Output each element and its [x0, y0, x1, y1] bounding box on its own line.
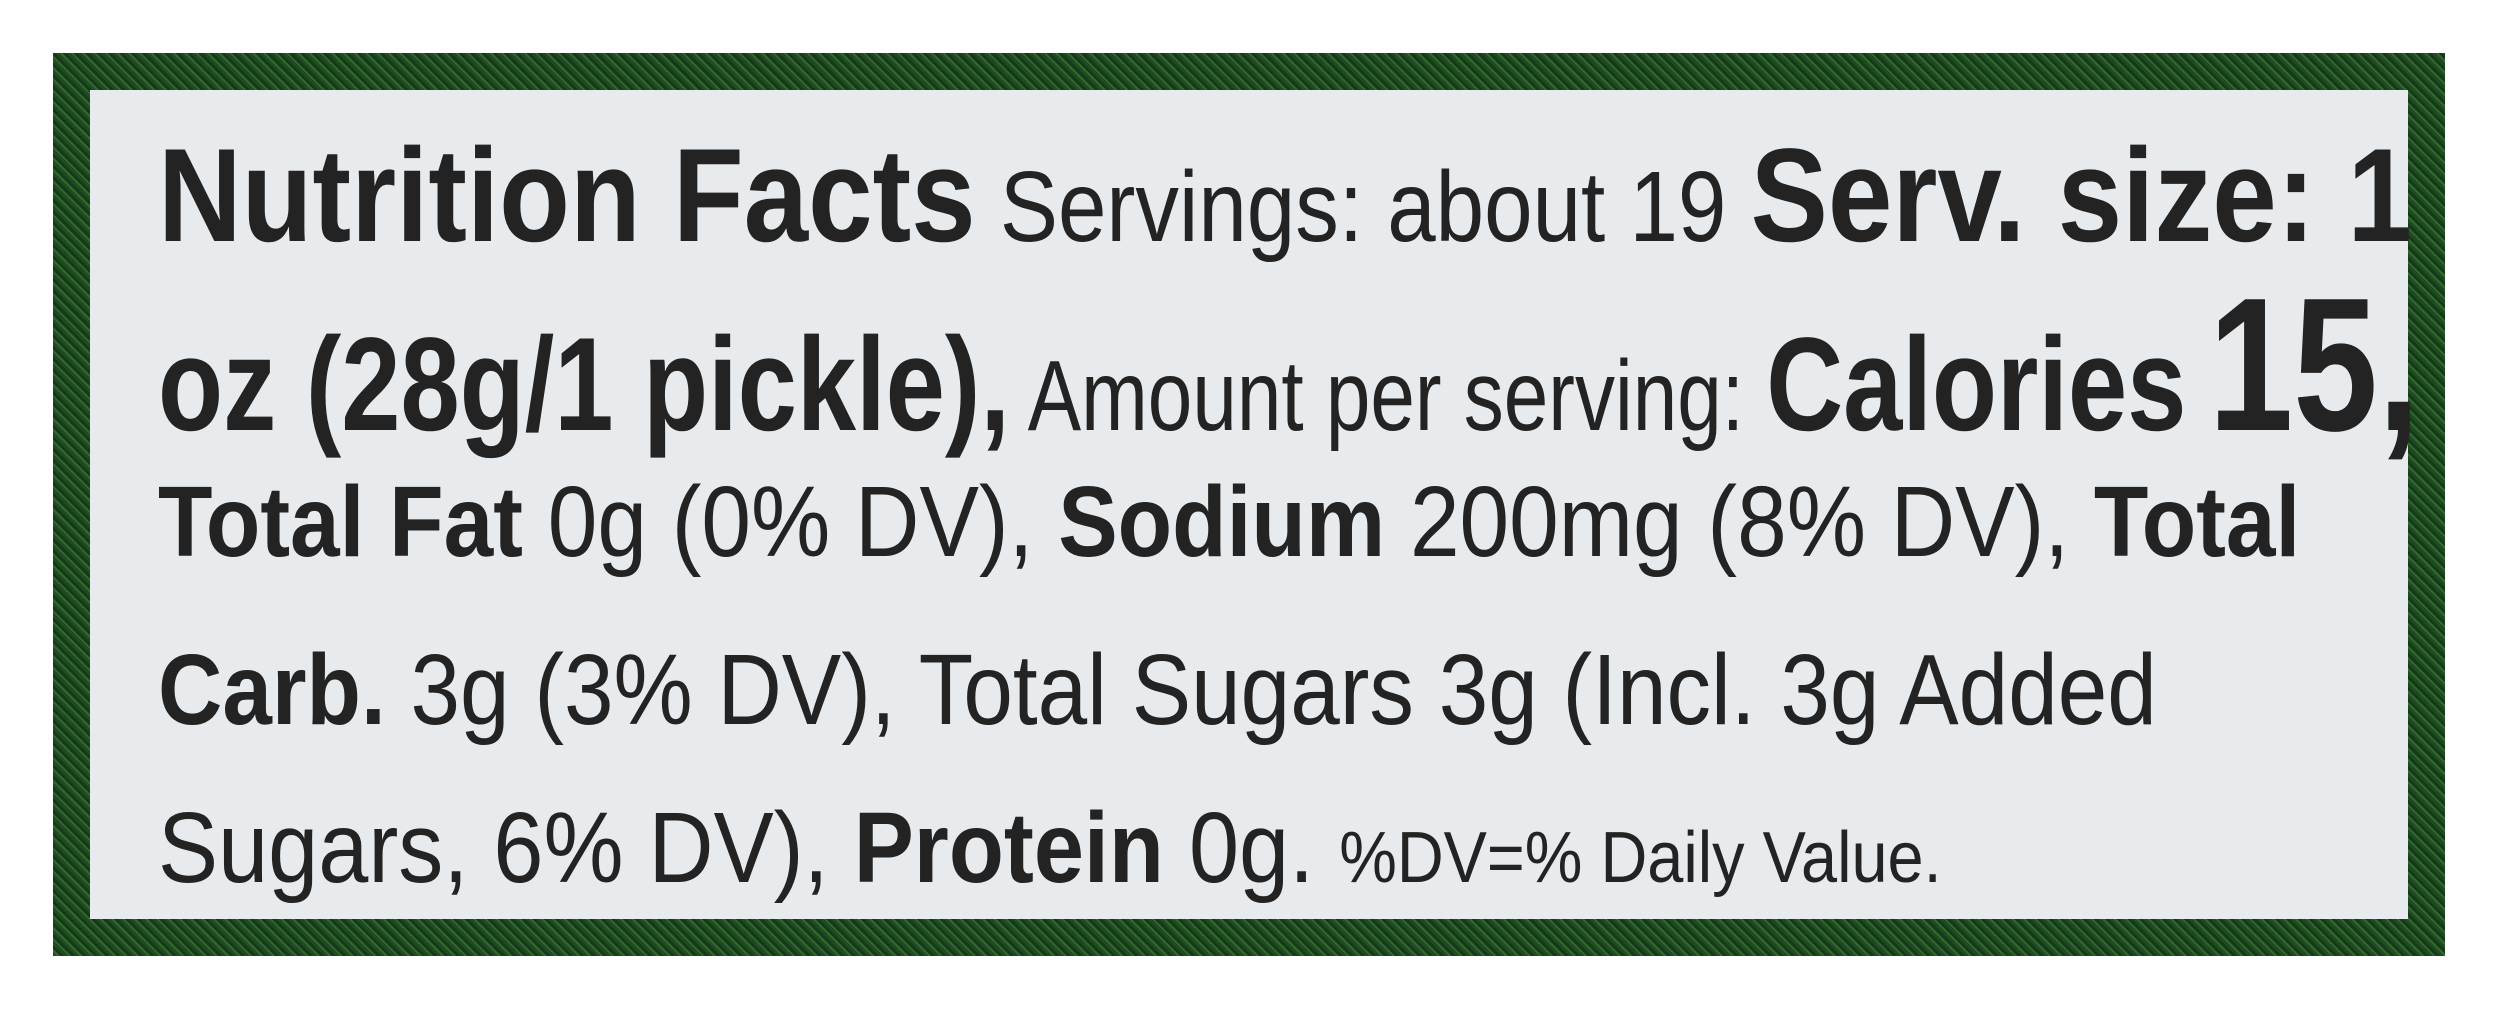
- amount-per-serving: Amount per serving:: [1027, 340, 1745, 452]
- calories-value: 15,: [2208, 259, 2421, 471]
- title: Nutrition Facts: [158, 122, 976, 270]
- protein-value: 0g.: [1188, 792, 1315, 904]
- total-carb-value: 3g (3% DV), Total Sugars 3g (Incl. 3g Ad…: [410, 634, 2157, 746]
- line-4: Carb. 3g (3% DV), Total Sugars 3g (Incl.…: [158, 640, 2157, 740]
- serving-size-value: oz (28g/1 pickle),: [158, 311, 1010, 459]
- line-1: Nutrition Facts Servings: about 19 Serv.…: [158, 130, 2412, 263]
- total-fat-value: 0g (0% DV),: [547, 466, 1034, 578]
- nutrition-label-border: Nutrition Facts Servings: about 19 Serv.…: [53, 53, 2445, 956]
- footnote: %DV=% Daily Value.: [1339, 818, 1942, 898]
- protein-label: Protein: [853, 792, 1164, 904]
- added-sugars-value: Sugars, 6% DV),: [158, 792, 829, 904]
- total-fat-label: Total Fat: [158, 466, 523, 578]
- sodium-label: Sodium: [1058, 466, 1386, 578]
- line-2: oz (28g/1 pickle), Amount per serving: C…: [158, 270, 2420, 460]
- servings: Servings: about 19: [999, 151, 1727, 263]
- carb-label: Carb.: [158, 634, 386, 746]
- serving-size-label: Serv. size: 1: [1750, 122, 2412, 270]
- line-5: Sugars, 6% DV), Protein 0g. %DV=% Daily …: [158, 798, 1942, 898]
- line-3: Total Fat 0g (0% DV), Sodium 200mg (8% D…: [158, 472, 2300, 572]
- total-carb-label: Total: [2093, 466, 2301, 578]
- nutrition-label: Nutrition Facts Servings: about 19 Serv.…: [90, 90, 2420, 919]
- calories-label: Calories: [1766, 311, 2187, 459]
- sodium-value: 200mg (8% DV),: [1409, 466, 2070, 578]
